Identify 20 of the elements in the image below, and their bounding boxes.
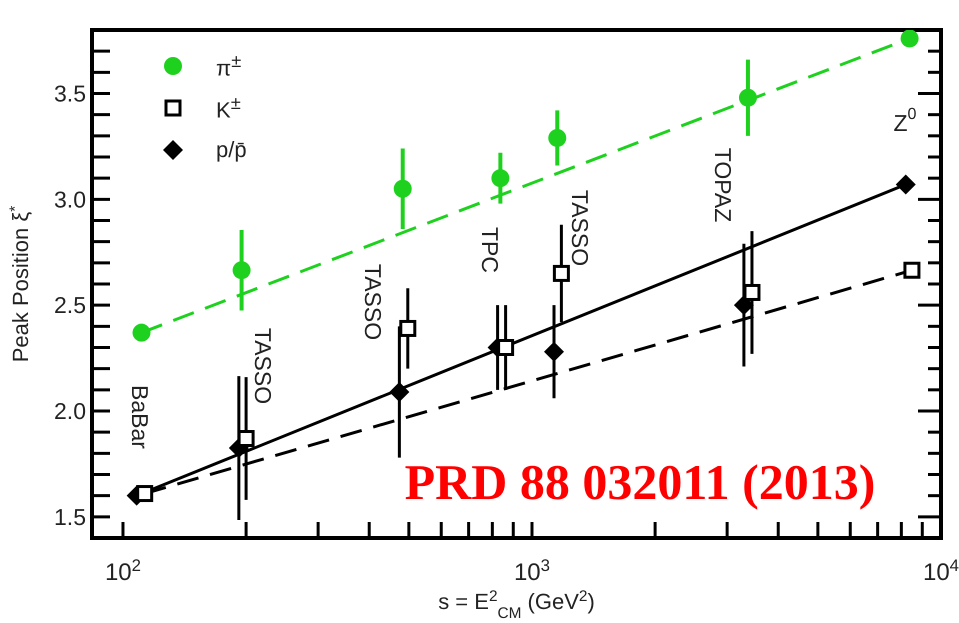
annotation: TASSO <box>360 264 386 340</box>
annotation: TASSO <box>567 190 593 266</box>
x-tick-label: 10$^{2}$ <box>104 556 141 586</box>
annotation: PRD 88 032011 (2013) <box>404 454 876 510</box>
x-tick-label: 10$^{3}$ <box>514 556 550 586</box>
annotation: TPC <box>477 227 503 273</box>
y-tick-label: 3.0 <box>54 186 86 212</box>
annotation: BaBar <box>127 385 153 450</box>
x-axis-title: s = E$^{2}$$_{CM}$ (GeV$^{2}$) <box>438 588 595 622</box>
annotation: Z$^{0}$ <box>893 105 917 136</box>
annotation: TASSO <box>250 328 276 404</box>
x-tick-label: 10$^{4}$ <box>922 556 959 586</box>
y-tick-label: 2.5 <box>54 292 86 318</box>
y-tick-label: 2.0 <box>54 398 86 424</box>
legend-label: K$^{±}$ <box>216 92 241 124</box>
y-tick-label: 1.5 <box>54 504 86 530</box>
annotation: TOPAZ <box>710 148 736 222</box>
legend-label: p/p̄ <box>216 137 247 163</box>
y-tick-label: 3.5 <box>54 80 86 106</box>
legend-label: π$^{±}$ <box>216 50 242 82</box>
